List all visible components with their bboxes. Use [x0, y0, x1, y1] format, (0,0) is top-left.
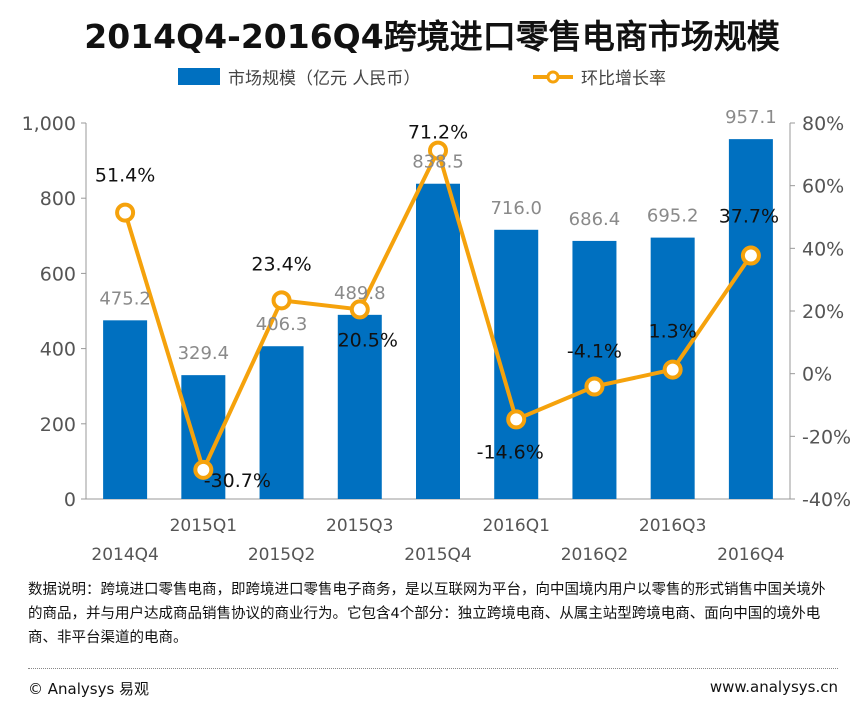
growth-value-label: 37.7% — [719, 206, 779, 228]
bar-value-label: 475.2 — [99, 288, 151, 309]
growth-point — [193, 459, 214, 480]
data-labels: 475.2 329.4 406.3 489.8 838.5 716.0 686.4 695.2… — [95, 107, 779, 492]
legend-bar-label: 市场规模（亿元 人民币） — [228, 69, 420, 89]
right-tick-label: -20% — [802, 426, 851, 448]
chart-legend: 市场规模（亿元 人民币） 环比增长率 — [178, 68, 666, 89]
footer-url: www.analysys.cn — [709, 678, 838, 696]
bar-value-label: 695.2 — [647, 206, 699, 227]
growth-point — [584, 376, 605, 397]
growth-point — [349, 299, 370, 320]
left-tick-label: 200 — [40, 414, 76, 436]
legend-bar-swatch — [178, 68, 220, 85]
chart-axes: 0 200 400 600 800 1,000 -40% -20% 0% 20% 40% 60% 80%… — [22, 113, 852, 565]
x-tick-label: 2015Q1 — [170, 516, 237, 536]
x-tick-label: 2015Q2 — [248, 545, 315, 565]
chart-title: 2014Q4-2016Q4跨境进口零售电商市场规模 — [84, 17, 780, 56]
growth-value-label: -30.7% — [204, 470, 271, 492]
x-tick-label: 2016Q2 — [561, 545, 628, 565]
growth-point — [662, 359, 683, 380]
line-series — [115, 140, 761, 480]
footer-divider — [28, 668, 838, 669]
x-tick-label: 2016Q1 — [482, 516, 549, 536]
growth-value-label: 20.5% — [338, 329, 398, 351]
bar-value-label: 406.3 — [256, 314, 308, 335]
bar-value-label: 329.4 — [178, 343, 230, 364]
legend-line-marker — [546, 70, 560, 84]
right-tick-label: 20% — [802, 301, 844, 323]
x-tick-label: 2016Q3 — [639, 516, 706, 536]
data-note: 数据说明：跨境进口零售电商，即跨境进口零售电子商务，是以互联网为平台，向中国境内… — [28, 582, 826, 646]
left-tick-label: 800 — [40, 188, 76, 210]
growth-value-label: 1.3% — [649, 321, 697, 343]
growth-value-label: 23.4% — [251, 253, 311, 275]
bar-value-label: 716.0 — [490, 198, 542, 219]
right-tick-label: -40% — [802, 489, 851, 511]
right-tick-label: 60% — [802, 176, 844, 198]
bar — [103, 320, 148, 499]
bar-value-label: 686.4 — [569, 209, 621, 230]
right-tick-label: 80% — [802, 113, 844, 135]
bar-value-label: 838.5 — [412, 152, 464, 173]
legend-line-label: 环比增长率 — [581, 69, 666, 89]
x-tick-label: 2015Q4 — [404, 545, 471, 565]
growth-point — [506, 409, 527, 430]
growth-value-label: 71.2% — [408, 122, 468, 144]
right-tick-label: 40% — [802, 238, 844, 260]
bar — [572, 240, 617, 499]
bar — [416, 183, 460, 499]
growth-value-label: -14.6% — [477, 441, 544, 463]
growth-point — [428, 140, 448, 161]
growth-point — [115, 202, 136, 223]
left-tick-label: 600 — [40, 263, 76, 285]
left-tick-label: 400 — [40, 339, 76, 361]
x-tick-label: 2016Q4 — [717, 545, 784, 565]
footer-copyright: © Analysys 易观 — [28, 680, 150, 698]
x-tick-label: 2014Q4 — [91, 545, 158, 565]
growth-value-label: -4.1% — [567, 341, 622, 363]
bar-series — [103, 139, 773, 499]
growth-point — [271, 290, 292, 311]
bar-value-label: 957.1 — [725, 107, 777, 128]
bar — [728, 139, 773, 499]
bar — [259, 346, 304, 499]
bar-value-label: 489.8 — [334, 283, 386, 304]
right-tick-label: 0% — [802, 364, 832, 386]
growth-value-label: 51.4% — [95, 165, 155, 187]
bar — [337, 314, 382, 499]
growth-point — [740, 245, 761, 266]
left-tick-label: 0 — [64, 489, 76, 511]
chart-area: 市场规模（亿元 人民币） 环比增长率 0 200 400 600 800 1,000 -40%… — [22, 68, 852, 565]
x-tick-label: 2015Q3 — [326, 516, 393, 536]
left-tick-label: 1,000 — [22, 113, 76, 135]
